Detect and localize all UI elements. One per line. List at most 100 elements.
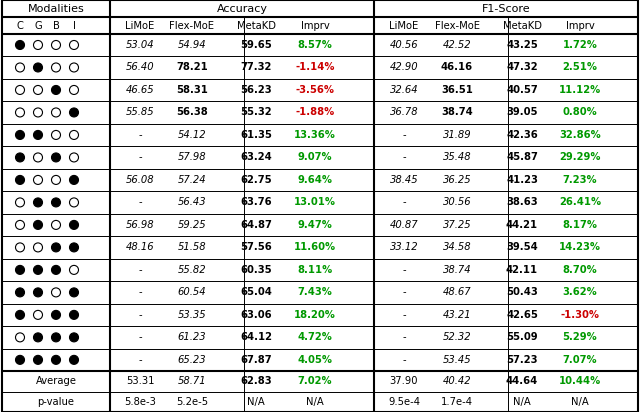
Text: 44.64: 44.64 <box>506 376 538 386</box>
Text: 2.51%: 2.51% <box>563 63 598 73</box>
Text: 56.98: 56.98 <box>125 220 154 230</box>
Circle shape <box>51 131 61 139</box>
Text: 3.62%: 3.62% <box>563 288 597 297</box>
Text: Imprv: Imprv <box>566 21 595 30</box>
Circle shape <box>33 333 42 342</box>
Text: -: - <box>138 197 142 207</box>
Text: 5.2e-5: 5.2e-5 <box>176 397 208 407</box>
Circle shape <box>33 310 42 319</box>
Text: 36.78: 36.78 <box>390 108 419 117</box>
Text: 53.45: 53.45 <box>443 355 471 365</box>
Text: 78.21: 78.21 <box>176 63 208 73</box>
Text: 61.35: 61.35 <box>240 130 272 140</box>
Circle shape <box>15 85 24 94</box>
Circle shape <box>70 265 79 274</box>
Circle shape <box>15 63 24 72</box>
Text: 38.45: 38.45 <box>390 175 419 185</box>
Text: 44.21: 44.21 <box>506 220 538 230</box>
Text: -: - <box>402 310 406 320</box>
Circle shape <box>70 63 79 72</box>
Text: C: C <box>17 21 24 30</box>
Circle shape <box>51 176 61 185</box>
Text: 53.31: 53.31 <box>125 376 154 386</box>
Circle shape <box>33 220 42 229</box>
Circle shape <box>15 176 24 185</box>
Text: 59.25: 59.25 <box>178 220 206 230</box>
Text: 77.32: 77.32 <box>240 63 272 73</box>
Text: 55.32: 55.32 <box>240 108 272 117</box>
Text: N/A: N/A <box>571 397 589 407</box>
Text: 7.43%: 7.43% <box>298 288 332 297</box>
Text: 63.06: 63.06 <box>240 310 272 320</box>
Circle shape <box>33 356 42 364</box>
Text: 55.85: 55.85 <box>125 108 154 117</box>
Text: 7.23%: 7.23% <box>563 175 597 185</box>
Text: 48.16: 48.16 <box>125 242 154 253</box>
Text: 42.11: 42.11 <box>506 265 538 275</box>
Text: -: - <box>402 332 406 342</box>
Text: 56.43: 56.43 <box>178 197 206 207</box>
Text: I: I <box>72 21 76 30</box>
Text: Average: Average <box>35 376 77 386</box>
Text: 60.54: 60.54 <box>178 288 206 297</box>
Circle shape <box>51 333 61 342</box>
Text: 11.60%: 11.60% <box>294 242 336 253</box>
Text: Accuracy: Accuracy <box>216 4 268 14</box>
Text: 38.74: 38.74 <box>441 108 473 117</box>
Circle shape <box>15 356 24 364</box>
Circle shape <box>51 265 61 274</box>
Circle shape <box>33 85 42 94</box>
Text: 36.25: 36.25 <box>443 175 471 185</box>
Text: 53.35: 53.35 <box>178 310 206 320</box>
Circle shape <box>15 310 24 319</box>
Text: p-value: p-value <box>38 397 74 407</box>
Text: 8.70%: 8.70% <box>563 265 597 275</box>
Circle shape <box>33 176 42 185</box>
Circle shape <box>33 63 42 72</box>
Text: -: - <box>402 265 406 275</box>
Text: 1.72%: 1.72% <box>563 40 597 50</box>
Text: -: - <box>138 332 142 342</box>
Circle shape <box>15 198 24 207</box>
Circle shape <box>51 243 61 252</box>
Text: 35.48: 35.48 <box>443 152 471 162</box>
Text: 38.74: 38.74 <box>443 265 471 275</box>
Text: 39.05: 39.05 <box>506 108 538 117</box>
Circle shape <box>33 131 42 139</box>
Circle shape <box>51 310 61 319</box>
Text: 56.38: 56.38 <box>176 108 208 117</box>
Text: Flex-MoE: Flex-MoE <box>170 21 214 30</box>
Circle shape <box>33 153 42 162</box>
Text: N/A: N/A <box>513 397 531 407</box>
Text: 55.09: 55.09 <box>506 332 538 342</box>
Text: 9.07%: 9.07% <box>298 152 332 162</box>
Circle shape <box>70 198 79 207</box>
Text: 26.41%: 26.41% <box>559 197 601 207</box>
Text: 54.12: 54.12 <box>178 130 206 140</box>
Text: F1-Score: F1-Score <box>482 4 531 14</box>
Circle shape <box>70 176 79 185</box>
Text: 7.02%: 7.02% <box>298 376 332 386</box>
Circle shape <box>51 356 61 364</box>
Circle shape <box>33 108 42 117</box>
Text: -1.30%: -1.30% <box>561 310 600 320</box>
Text: 13.01%: 13.01% <box>294 197 336 207</box>
Text: 40.42: 40.42 <box>443 376 471 386</box>
Text: 59.65: 59.65 <box>240 40 272 50</box>
Text: Flex-MoE: Flex-MoE <box>435 21 479 30</box>
Circle shape <box>70 131 79 139</box>
Text: 39.54: 39.54 <box>506 242 538 253</box>
Text: N/A: N/A <box>306 397 324 407</box>
Text: 58.71: 58.71 <box>178 376 206 386</box>
Text: -: - <box>138 288 142 297</box>
Text: 65.23: 65.23 <box>178 355 206 365</box>
Circle shape <box>51 63 61 72</box>
Circle shape <box>15 220 24 229</box>
Text: -: - <box>402 130 406 140</box>
Text: B: B <box>52 21 60 30</box>
Text: 45.87: 45.87 <box>506 152 538 162</box>
Text: -: - <box>402 355 406 365</box>
Text: 30.56: 30.56 <box>443 197 471 207</box>
Text: 60.35: 60.35 <box>240 265 272 275</box>
Text: 32.64: 32.64 <box>390 85 419 95</box>
